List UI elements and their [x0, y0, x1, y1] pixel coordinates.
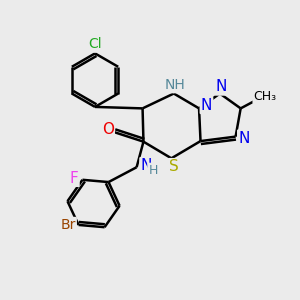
Text: N: N — [216, 80, 227, 94]
Text: F: F — [70, 171, 79, 186]
Text: NH: NH — [165, 78, 186, 92]
Text: N: N — [140, 158, 152, 173]
Text: H: H — [148, 164, 158, 177]
Text: Br: Br — [60, 218, 76, 232]
Text: N: N — [238, 130, 250, 146]
Text: Cl: Cl — [88, 38, 102, 52]
Text: CH₃: CH₃ — [254, 90, 277, 103]
Text: N: N — [201, 98, 212, 113]
Text: S: S — [169, 159, 179, 174]
Text: O: O — [102, 122, 114, 137]
